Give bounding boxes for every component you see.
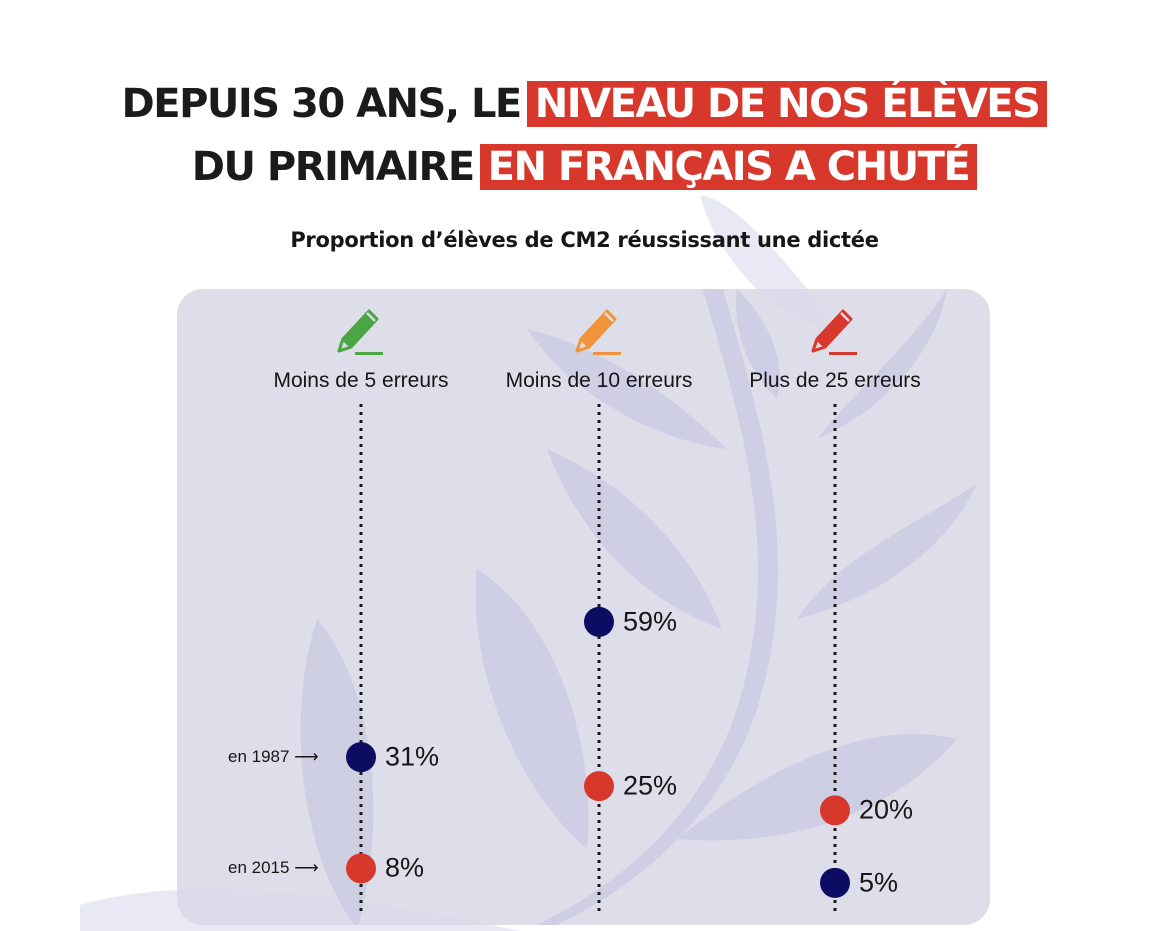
pencil-green-icon	[331, 303, 391, 359]
category-label: Moins de 5 erreurs	[273, 369, 449, 392]
value-label: 31%	[385, 741, 440, 772]
data-point-en-1987	[820, 867, 850, 898]
legend-label-2015: en 2015 ⟶	[228, 858, 319, 878]
data-point-en-2015	[346, 853, 376, 884]
data-point-en-1987	[584, 606, 614, 637]
data-point-en-1987	[346, 742, 376, 773]
headline-dark-text: DEPUIS 30 ANS, LE	[121, 81, 523, 127]
pencil-orange-icon	[569, 303, 629, 359]
data-point-en-2015	[820, 795, 850, 826]
headline-line-1: DEPUIS 30 ANS, LE NIVEAU DE NOS ÉLÈVES	[0, 81, 1169, 127]
legend-year-text: en 1987	[228, 747, 290, 767]
value-label: 8%	[385, 852, 425, 883]
data-point-en-2015	[584, 771, 614, 802]
value-label: 25%	[623, 770, 678, 801]
category-label: Plus de 25 erreurs	[749, 369, 921, 392]
legend-year-text: en 2015	[228, 858, 290, 878]
chart-title: Proportion d’élèves de CM2 réussissant u…	[290, 228, 879, 252]
headline-line-2: DU PRIMAIRE EN FRANÇAIS A CHUTÉ	[0, 144, 1169, 190]
panel-leaves-decoration	[300, 289, 977, 925]
headline-highlight-text: EN FRANÇAIS A CHUTÉ	[479, 144, 978, 190]
value-label: 5%	[859, 867, 899, 898]
value-label: 20%	[859, 794, 914, 825]
pencil-red-icon	[805, 303, 865, 359]
chart-panel	[177, 289, 990, 925]
category-label: Moins de 10 erreurs	[505, 369, 693, 392]
headline-highlight-text: NIVEAU DE NOS ÉLÈVES	[526, 81, 1048, 127]
headline-dark-text: DU PRIMAIRE	[191, 144, 475, 190]
value-label: 59%	[623, 606, 678, 637]
arrow-right-icon: ⟶	[294, 858, 319, 878]
arrow-right-icon: ⟶	[294, 747, 319, 767]
legend-label-1987: en 1987 ⟶	[228, 747, 319, 767]
